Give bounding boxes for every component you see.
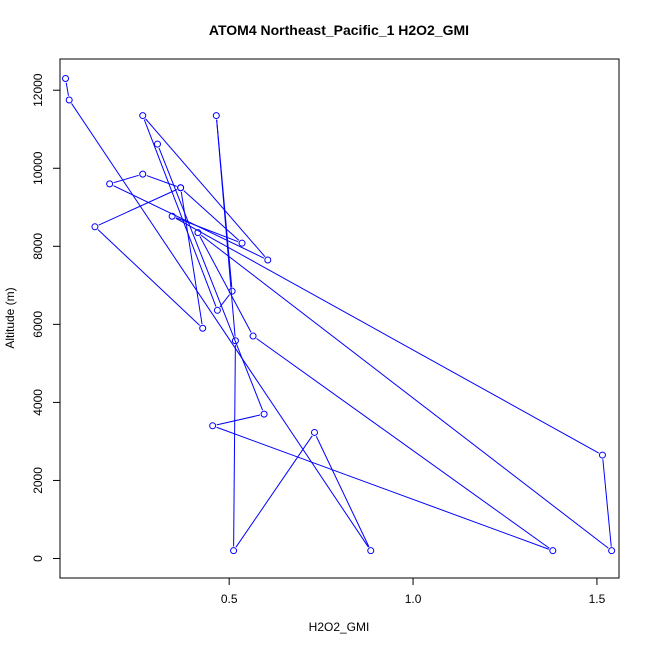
series-segment: [97, 229, 200, 326]
series-segment: [315, 436, 370, 548]
series-segment: [219, 294, 230, 308]
series-segment: [199, 236, 252, 333]
data-point: [212, 112, 220, 120]
data-point: [139, 112, 147, 120]
y-tick-label: 0: [31, 555, 45, 562]
series-segment: [216, 119, 233, 288]
series-segment: [233, 344, 236, 547]
y-tick-label: 8000: [31, 233, 45, 260]
series-segment: [143, 119, 217, 307]
y-tick-label: 6000: [31, 311, 45, 338]
data-point: [91, 223, 99, 231]
data-point: [608, 547, 616, 555]
data-point: [194, 229, 202, 237]
series-segment: [65, 82, 69, 96]
data-point: [62, 75, 70, 83]
series-segment: [146, 175, 177, 187]
data-point: [598, 451, 606, 459]
series-segment: [183, 190, 240, 241]
data-point: [260, 410, 268, 418]
series-segment: [175, 217, 239, 243]
series-segment: [98, 189, 178, 226]
data-point: [65, 96, 73, 104]
data-point: [228, 287, 236, 295]
data-point: [177, 184, 185, 192]
series-segment: [216, 426, 550, 550]
series-segment: [175, 217, 600, 454]
series-segment: [602, 459, 612, 547]
data-point: [230, 547, 238, 555]
data-point: [213, 306, 221, 314]
data-point: [238, 239, 246, 247]
y-axis-title: Altitude (m): [3, 287, 17, 348]
data-point: [264, 256, 272, 264]
series-segment: [113, 174, 139, 184]
data-point: [209, 422, 217, 430]
series-segment: [158, 147, 264, 411]
y-tick-label: 10000: [31, 151, 45, 185]
series-segment: [216, 414, 261, 426]
data-point: [106, 180, 114, 188]
data-point: [310, 428, 318, 436]
series-points: [62, 75, 616, 555]
series-segment: [71, 103, 369, 548]
y-tick-label: 4000: [31, 389, 45, 416]
data-point: [231, 337, 239, 345]
data-point: [168, 212, 176, 220]
chart-title: ATOM4 Northeast_Pacific_1 H2O2_GMI: [209, 22, 469, 38]
series-segment: [200, 234, 609, 549]
x-tick-label: 1.0: [405, 592, 422, 606]
x-tick-label: 1.5: [589, 592, 606, 606]
series-segment: [256, 338, 550, 549]
x-axis: 0.5 1.0 1.5: [221, 577, 606, 606]
data-point: [199, 324, 207, 332]
data-point: [249, 332, 257, 340]
series-segment: [235, 435, 313, 548]
data-point: [139, 170, 147, 178]
data-point: [153, 140, 161, 148]
series-lines: [65, 82, 612, 550]
data-point: [367, 547, 375, 555]
y-axis: 0 2000 4000 6000 8000 10000 12000: [31, 73, 61, 562]
y-tick-label: 2000: [31, 467, 45, 494]
x-axis-title: H2O2_GMI: [309, 620, 370, 634]
x-tick-label: 0.5: [221, 592, 238, 606]
series-segment: [145, 118, 266, 258]
data-point: [549, 547, 557, 555]
plot-frame: [59, 58, 620, 579]
y-tick-label: 12000: [31, 73, 45, 107]
